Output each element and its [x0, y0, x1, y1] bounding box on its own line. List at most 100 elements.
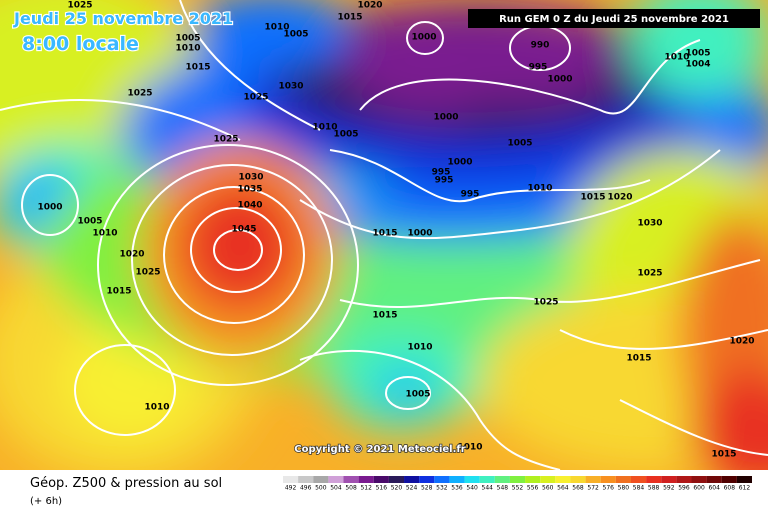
isobar-label: 1010 [175, 44, 200, 54]
legend-label: 596 [678, 485, 690, 492]
legend-label: 560 [542, 485, 554, 492]
isobar-label: 1015 [337, 13, 362, 23]
legend-label: 532 [436, 485, 448, 492]
isobar-label: 1000 [447, 158, 472, 168]
isobar-label: 995 [435, 176, 454, 186]
run-box [468, 9, 760, 28]
legend-label: 516 [376, 485, 388, 492]
isobar-label: 1020 [729, 337, 754, 347]
color-legend: 492 496 500 504 508 512 516 520 524 528 532 536 540 5… [283, 476, 752, 492]
legend-swatch [434, 476, 450, 483]
isobar-label: 1015 [580, 193, 605, 203]
isobar-label: 1005 [507, 139, 532, 149]
legend-swatch [646, 476, 662, 483]
isobar-label: 1015 [372, 311, 397, 321]
isobar-line [131, 164, 333, 356]
isobar-label: 1000 [37, 203, 62, 213]
isobar-label: 1025 [637, 269, 662, 279]
isobar-label: 1010 [144, 403, 169, 413]
isobar-label: 1005 [333, 130, 358, 140]
legend-label: 524 [406, 485, 418, 492]
isobar-label: 990 [531, 41, 550, 51]
isobars [0, 0, 768, 470]
isobar-label: 1045 [231, 225, 256, 235]
copyright: Copyright © 2021 Meteociel.fr [294, 444, 465, 455]
isobar-label: 1020 [607, 193, 632, 203]
legend-label: 548 [497, 485, 509, 492]
legend-swatch [419, 476, 435, 483]
legend-label: 556 [527, 485, 539, 492]
legend-swatch [676, 476, 692, 483]
isobar-label: 1015 [372, 229, 397, 239]
isobar-line [21, 174, 79, 236]
legend-swatch [721, 476, 737, 483]
isobar-label: 1020 [119, 250, 144, 260]
isobar-label: 1025 [67, 1, 92, 11]
legend-swatch [615, 476, 631, 483]
isobar-line [385, 376, 431, 410]
isobar-label: 1035 [237, 185, 262, 195]
legend-swatch [298, 476, 314, 483]
run-info: Run GEM 0 Z du Jeudi 25 novembre 2021 [499, 14, 729, 25]
isobar-line [213, 229, 263, 271]
legend-swatch [525, 476, 541, 483]
isobar-label: 1000 [547, 75, 572, 85]
isobar-label: 1004 [685, 60, 710, 70]
legend-swatch [313, 476, 329, 483]
isobar-line [299, 149, 721, 240]
legend-label: 580 [618, 485, 630, 492]
legend-swatch [343, 476, 359, 483]
isobar-label: 1025 [127, 89, 152, 99]
map-time: 8:00 locale [22, 33, 139, 55]
isobar-line [0, 99, 241, 141]
legend-label: 500 [315, 485, 327, 492]
legend-swatch [630, 476, 647, 483]
isobar-label: 1015 [185, 63, 210, 73]
legend-swatch [328, 476, 344, 483]
legend-label: 612 [739, 485, 751, 492]
isobar-label: 1005 [77, 217, 102, 227]
legend-label: 608 [724, 485, 736, 492]
legend-swatch [283, 476, 299, 483]
isobar-line [74, 344, 176, 436]
isobar-line [619, 399, 768, 456]
isobar-label: 1000 [407, 229, 432, 239]
legend-swatch [691, 476, 707, 483]
product-title: Géop. Z500 & pression au sol [30, 476, 222, 491]
legend-swatch [449, 476, 465, 483]
legend-label: 584 [633, 485, 645, 492]
legend-swatch [706, 476, 722, 483]
isobar-line [406, 21, 444, 55]
legend-label: 604 [708, 485, 720, 492]
legend-swatch [373, 476, 389, 483]
isobar-label: 1010 [312, 123, 337, 133]
legend-swatch [358, 476, 374, 483]
legend-label: 496 [300, 485, 312, 492]
isobar-label: 1015 [626, 354, 651, 364]
legend-swatch [570, 476, 586, 483]
isobar-line [299, 349, 561, 470]
isobar-labels: 1025101510201010100510051010101510009909… [37, 1, 754, 460]
legend-label: 540 [466, 485, 478, 492]
legend-label: 600 [693, 485, 705, 492]
isobar-label: 1025 [213, 135, 238, 145]
legend-label: 508 [345, 485, 357, 492]
legend-swatch [479, 476, 495, 483]
isobar-label: 1015 [106, 287, 131, 297]
legend-swatch [540, 476, 556, 483]
isobar-label: 1000 [433, 113, 458, 123]
legend-label: 536 [451, 485, 463, 492]
isobar-label: 1020 [357, 1, 382, 11]
legend-swatch [494, 476, 510, 483]
legend-label: 528 [421, 485, 433, 492]
legend-label: 568 [572, 485, 584, 492]
map-date: Jeudi 25 novembre 2021 [13, 9, 233, 28]
isobar-label: 995 [432, 168, 451, 178]
isobar-label: 1005 [405, 390, 430, 400]
isobar-line [190, 207, 282, 293]
legend-label: 544 [482, 485, 494, 492]
legend-swatch [555, 476, 571, 483]
isobar-line [163, 186, 305, 324]
isobar-label: 1010 [457, 443, 482, 453]
